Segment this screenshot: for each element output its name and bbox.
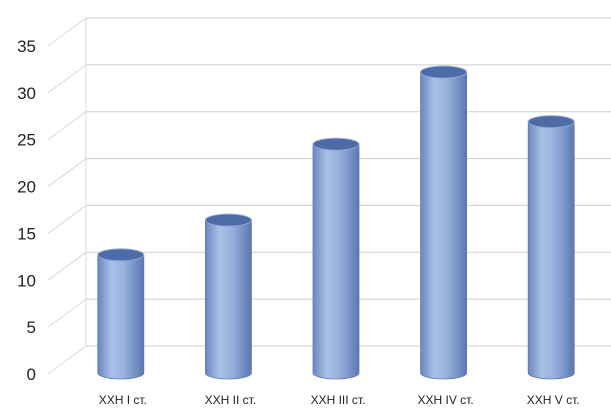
x-tick-label: ХХН IV ст.: [418, 393, 474, 407]
x-tick-label: ХХН V ст.: [527, 393, 580, 407]
x-tick-label: ХХН ІІІ ст.: [311, 393, 366, 407]
bar: [97, 248, 145, 380]
x-tick-label: ХХН ІІ ст.: [205, 393, 257, 407]
gridline-diagonal: [47, 17, 87, 47]
bar-top: [420, 65, 468, 79]
bar: [312, 137, 360, 380]
y-tick-label: 20: [17, 178, 36, 197]
bar-top: [97, 248, 145, 262]
bar: [527, 115, 575, 380]
y-tick-label: 30: [17, 84, 36, 103]
bar-top: [527, 115, 575, 129]
y-tick-label: 15: [17, 224, 36, 243]
gridline-diagonal: [47, 345, 87, 375]
y-tick-label: 5: [27, 318, 36, 337]
y-tick-label: 0: [27, 365, 36, 384]
bar-body: [205, 219, 252, 380]
gridline-diagonal: [47, 158, 87, 187]
gridline-diagonal: [47, 298, 87, 328]
y-tick-label: 35: [17, 37, 36, 56]
bar: [420, 65, 468, 380]
x-axis-labels: ХХН І ст. ХХН ІІ ст. ХХН ІІІ ст. ХХН IV ст.…: [99, 393, 580, 407]
y-axis-ticks: 0 5 10 15 20 25 30 35: [17, 37, 36, 384]
bar-top: [204, 213, 252, 227]
bar-body: [97, 254, 145, 380]
bar-top: [312, 137, 360, 151]
bars: [97, 65, 575, 380]
bar-body: [420, 71, 467, 380]
gridline-diagonal: [47, 64, 87, 94]
gridline-diagonal: [47, 205, 87, 234]
bar-body: [312, 143, 360, 380]
gridline-diagonal: [47, 111, 87, 141]
bar-body: [527, 121, 575, 380]
gridline-diagonal: [47, 251, 87, 281]
x-tick-label: ХХН І ст.: [99, 393, 147, 407]
y-tick-label: 10: [17, 271, 36, 290]
bar: [204, 213, 252, 380]
y-tick-label: 25: [17, 131, 36, 150]
